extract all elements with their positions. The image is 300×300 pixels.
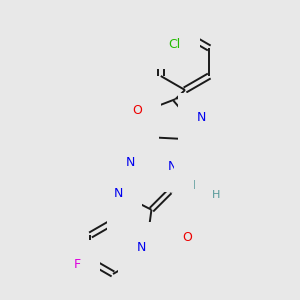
Text: NH: NH <box>192 179 211 192</box>
Text: O: O <box>182 231 192 244</box>
Text: H: H <box>123 233 132 243</box>
Text: Cl: Cl <box>169 38 181 50</box>
Text: N: N <box>114 188 123 200</box>
Text: N: N <box>168 160 177 173</box>
Text: O: O <box>132 103 142 116</box>
Text: N: N <box>137 241 146 254</box>
Text: N: N <box>126 156 135 169</box>
Text: F: F <box>74 259 81 272</box>
Text: N: N <box>197 111 206 124</box>
Text: H: H <box>212 190 220 200</box>
Text: Me: Me <box>128 137 144 147</box>
